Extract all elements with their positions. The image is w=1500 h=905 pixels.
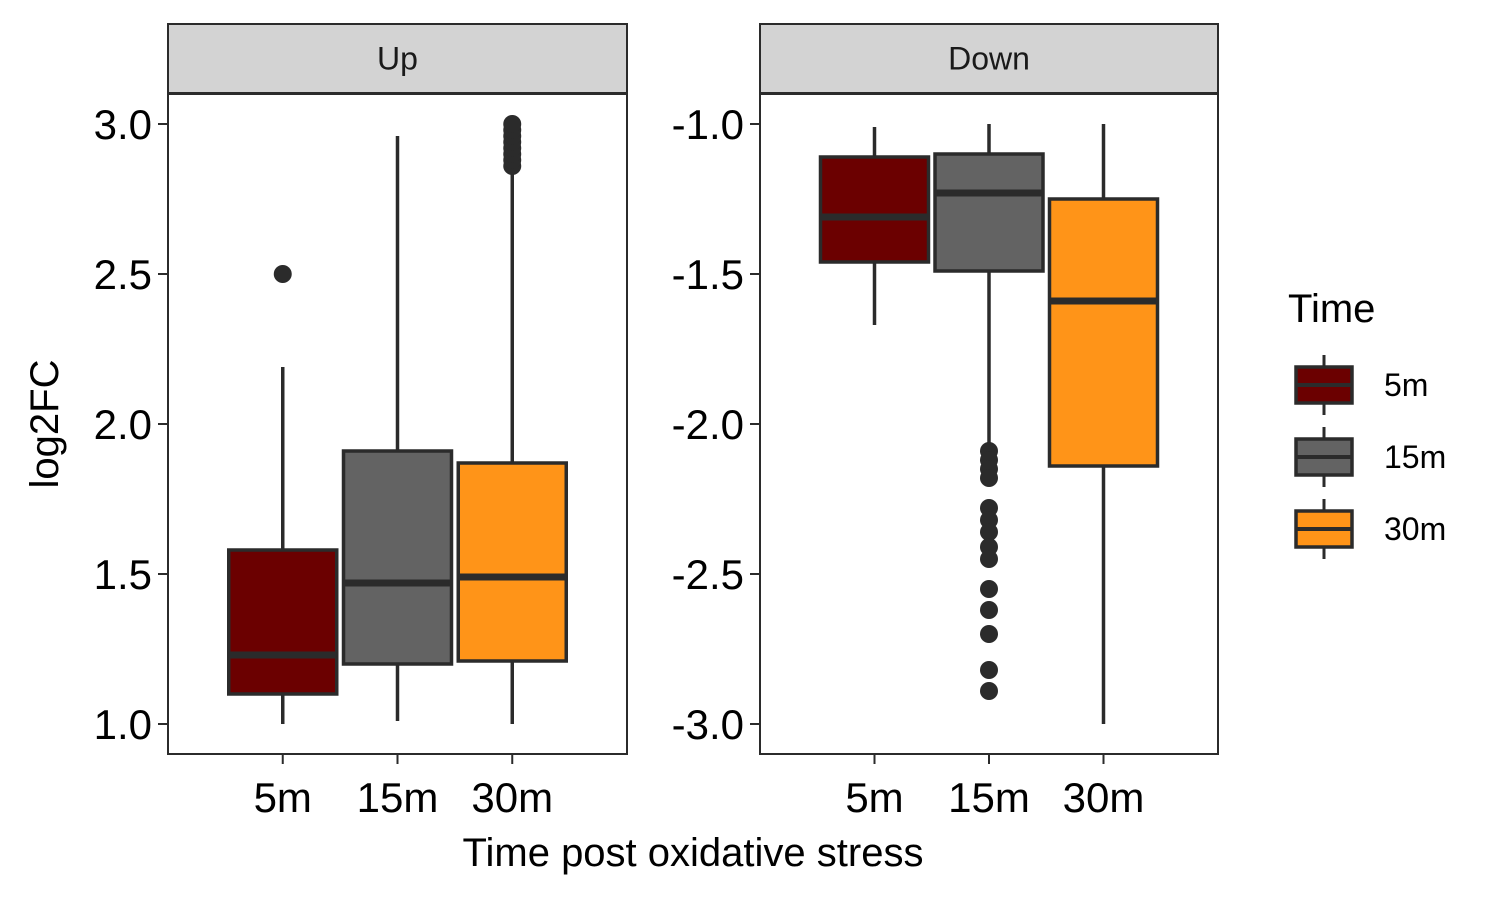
outlier-point xyxy=(980,661,998,679)
x-tick-label: 15m xyxy=(357,774,439,821)
outlier-point xyxy=(980,550,998,568)
y-tick-label: 2.0 xyxy=(94,401,152,448)
y-tick-label: -1.5 xyxy=(672,251,744,298)
y-tick-label: -2.0 xyxy=(672,401,744,448)
outlier-point xyxy=(980,469,998,487)
y-tick-label: 2.5 xyxy=(94,251,152,298)
y-tick-label: 3.0 xyxy=(94,101,152,148)
legend-item-label: 5m xyxy=(1384,367,1428,403)
box-iqr xyxy=(227,548,339,696)
y-tick-label: -2.5 xyxy=(672,551,744,598)
box-iqr xyxy=(456,461,568,663)
x-axis-title: Time post oxidative stress xyxy=(463,831,924,875)
box-iqr xyxy=(818,155,931,264)
x-tick-label: 30m xyxy=(1063,774,1145,821)
x-tick-label: 30m xyxy=(471,774,553,821)
box-iqr xyxy=(341,449,454,666)
y-tick-label: 1.5 xyxy=(94,551,152,598)
y-tick-label: 1.0 xyxy=(94,701,152,748)
x-tick-label: 15m xyxy=(948,774,1030,821)
legend-title: Time xyxy=(1288,287,1375,331)
y-axis-title: log2FC xyxy=(23,360,67,489)
outlier-point xyxy=(980,625,998,643)
x-tick-label: 5m xyxy=(845,774,903,821)
legend-item-label: 15m xyxy=(1384,439,1446,475)
outlier-point xyxy=(503,115,522,133)
facet-label-up: Up xyxy=(377,41,418,77)
legend-item-label: 30m xyxy=(1384,511,1446,547)
outlier-point xyxy=(273,265,292,283)
y-tick-label: -3.0 xyxy=(672,701,744,748)
y-tick-label: -1.0 xyxy=(672,101,744,148)
outlier-point xyxy=(980,601,998,619)
x-tick-label: 5m xyxy=(254,774,312,821)
outlier-point xyxy=(980,580,998,598)
outlier-point xyxy=(980,523,998,541)
box-iqr xyxy=(933,152,1045,273)
facet-strip-down xyxy=(759,23,1219,94)
facet-label-down: Down xyxy=(948,41,1030,77)
facet-strip-up xyxy=(167,23,628,94)
outlier-point xyxy=(980,682,998,700)
box-iqr xyxy=(1047,197,1160,468)
